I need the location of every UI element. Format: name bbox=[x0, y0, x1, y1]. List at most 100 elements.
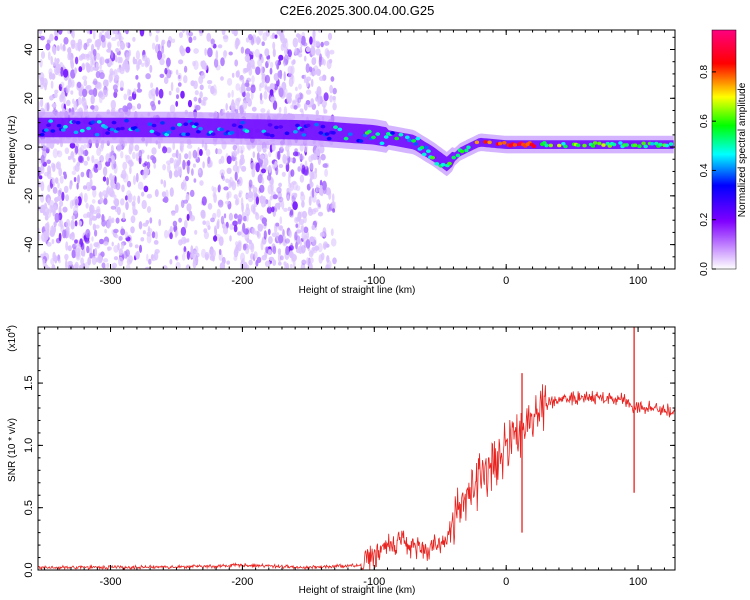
noise-speck bbox=[73, 100, 78, 111]
noise-speck bbox=[240, 252, 245, 263]
noise-speck bbox=[110, 179, 115, 189]
noise-speck bbox=[183, 199, 189, 204]
noise-speck bbox=[262, 147, 267, 153]
noise-speck bbox=[318, 187, 324, 196]
noise-speck bbox=[202, 161, 205, 169]
noise-speck bbox=[57, 182, 60, 189]
noise-speck bbox=[235, 160, 238, 166]
noise-speck bbox=[179, 31, 183, 39]
noise-speck bbox=[85, 228, 91, 239]
noise-speck bbox=[277, 150, 281, 160]
noise-speck bbox=[177, 82, 182, 87]
noise-speck bbox=[115, 217, 120, 224]
noise-speck bbox=[292, 201, 298, 211]
noise-speck bbox=[131, 201, 136, 207]
noise-speck bbox=[174, 255, 178, 260]
band-blob bbox=[50, 129, 56, 133]
noise-speck bbox=[283, 207, 288, 212]
noise-speck bbox=[136, 103, 142, 110]
band-blob bbox=[404, 135, 410, 140]
noise-speck bbox=[117, 67, 122, 73]
noise-speck bbox=[331, 201, 336, 211]
noise-speck bbox=[136, 62, 140, 71]
noise-speck bbox=[203, 231, 209, 240]
noise-speck bbox=[119, 80, 124, 89]
noise-speck bbox=[268, 256, 275, 261]
noise-speck bbox=[63, 185, 69, 194]
noise-speck bbox=[225, 178, 230, 184]
band-blob bbox=[318, 131, 324, 135]
snr-xtick-label: -300 bbox=[100, 576, 122, 588]
noise-speck bbox=[271, 206, 275, 213]
xtick-label: -100 bbox=[363, 275, 385, 287]
noise-speck bbox=[320, 252, 325, 261]
noise-speck bbox=[83, 79, 88, 87]
noise-speck bbox=[283, 261, 287, 266]
noise-speck bbox=[67, 260, 73, 266]
ytick-label: 40 bbox=[23, 43, 35, 55]
band-blob bbox=[147, 122, 153, 126]
colorbar-label: Normalized spectral amplitude bbox=[737, 82, 748, 217]
noise-speck bbox=[204, 142, 208, 151]
noise-speck bbox=[63, 173, 67, 180]
band-blob bbox=[293, 130, 298, 134]
noise-speck bbox=[70, 61, 75, 70]
noise-speck bbox=[226, 260, 230, 265]
noise-speck bbox=[64, 253, 69, 261]
noise-speck bbox=[237, 231, 242, 236]
noise-speck bbox=[114, 234, 119, 239]
noise-speck bbox=[184, 153, 189, 160]
noise-speck bbox=[249, 50, 255, 56]
noise-speck bbox=[166, 147, 172, 154]
noise-speck bbox=[246, 237, 250, 243]
noise-speck bbox=[77, 45, 81, 52]
noise-speck bbox=[46, 142, 51, 150]
noise-speck bbox=[300, 244, 305, 254]
noise-speck bbox=[256, 36, 261, 46]
noise-speck bbox=[259, 99, 264, 105]
noise-speck bbox=[95, 62, 99, 71]
noise-speck bbox=[304, 160, 308, 170]
noise-speck bbox=[60, 66, 64, 77]
noise-speck bbox=[300, 224, 305, 234]
noise-speck bbox=[141, 191, 145, 197]
colorbar-tick-label: 0.0 bbox=[699, 262, 710, 276]
noise-speck bbox=[183, 75, 188, 84]
band-blob bbox=[210, 132, 216, 136]
noise-speck bbox=[40, 154, 45, 164]
figure-title: C2E6.2025.300.04.00.G25 bbox=[280, 3, 435, 18]
noise-speck bbox=[115, 48, 119, 53]
noise-speck bbox=[183, 246, 187, 252]
band-blob bbox=[134, 128, 140, 132]
noise-speck bbox=[295, 86, 298, 92]
noise-speck bbox=[186, 165, 190, 175]
noise-speck bbox=[220, 76, 224, 81]
noise-speck bbox=[163, 196, 169, 203]
noise-speck bbox=[293, 105, 298, 110]
noise-speck bbox=[39, 58, 43, 68]
noise-speck bbox=[110, 205, 117, 210]
noise-speck bbox=[292, 151, 299, 157]
noise-speck bbox=[99, 155, 104, 163]
noise-speck bbox=[324, 48, 329, 57]
noise-speck bbox=[127, 88, 130, 98]
noise-speck bbox=[285, 40, 289, 50]
noise-speck bbox=[107, 246, 110, 252]
noise-speck bbox=[55, 45, 59, 51]
noise-speck bbox=[89, 66, 94, 72]
noise-speck bbox=[187, 159, 191, 167]
band-blob bbox=[487, 140, 492, 145]
noise-speck bbox=[38, 30, 43, 35]
noise-speck bbox=[186, 238, 190, 243]
noise-speck bbox=[99, 57, 103, 66]
noise-speck bbox=[151, 42, 156, 50]
noise-speck bbox=[125, 42, 129, 47]
noise-speck bbox=[47, 165, 52, 175]
band-blob bbox=[658, 142, 663, 147]
band-blob bbox=[238, 125, 244, 129]
noise-speck bbox=[201, 248, 206, 258]
noise-speck bbox=[309, 162, 314, 171]
noise-speck bbox=[236, 147, 240, 155]
noise-speck bbox=[251, 167, 256, 178]
noise-speck bbox=[101, 262, 106, 269]
